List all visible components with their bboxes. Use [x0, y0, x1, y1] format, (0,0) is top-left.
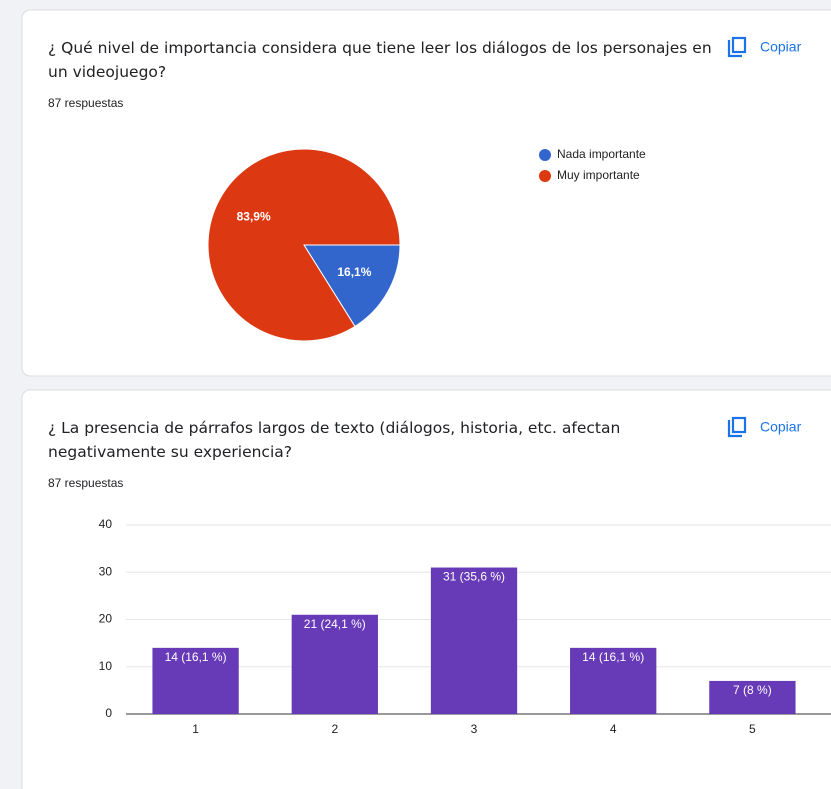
pie-slice: [207, 148, 401, 342]
data-label: 21 (24,1 %): [304, 617, 366, 631]
x-tick-label: 5: [749, 722, 756, 736]
x-tick-label: 1: [192, 722, 199, 736]
bar: [709, 680, 796, 714]
y-tick-label: 10: [99, 659, 113, 673]
data-label: 31 (35,6 %): [443, 570, 505, 584]
data-label: 7 (8 %): [733, 683, 772, 697]
response-count: 87 respuestas: [48, 476, 123, 490]
copy-button[interactable]: Copiar: [727, 416, 802, 438]
response-count: 87 respuestas: [48, 96, 123, 110]
y-tick-label: 20: [99, 612, 113, 626]
y-tick-label: 40: [99, 517, 113, 531]
copy-icon: [727, 40, 742, 58]
question-text: ¿ La presencia de párrafos largos de tex…: [48, 419, 621, 461]
copy-button[interactable]: Copiar: [727, 36, 802, 58]
y-tick-label: 30: [99, 564, 113, 578]
data-label: 16,1%: [337, 265, 371, 279]
bar: [152, 647, 239, 714]
bar: [291, 614, 378, 714]
bar: [570, 647, 657, 714]
copy-icon: [731, 416, 747, 434]
copy-icon: [731, 36, 747, 54]
x-tick-label: 3: [471, 722, 478, 736]
legend-swatch: [539, 170, 551, 182]
copy-label: Copiar: [760, 39, 802, 55]
y-tick-label: 0: [105, 706, 112, 720]
question-text: ¿ Qué nivel de importancia considera que…: [48, 39, 712, 81]
x-tick-label: 2: [331, 722, 338, 736]
copy-label: Copiar: [760, 419, 802, 435]
data-label: 14 (16,1 %): [582, 650, 644, 664]
legend-label: Nada importante: [557, 147, 646, 161]
legend-swatch: [539, 149, 551, 161]
question-title: ¿ Qué nivel de importancia considera que…: [48, 39, 712, 81]
copy-icon: [727, 420, 742, 438]
legend-label: Muy importante: [557, 168, 640, 182]
data-label: 14 (16,1 %): [165, 650, 227, 664]
pie-slice: [303, 244, 401, 328]
x-tick-label: 4: [610, 722, 617, 736]
question-title: ¿ La presencia de párrafos largos de tex…: [48, 419, 621, 461]
bar: [430, 567, 518, 714]
data-label: 83,9%: [237, 209, 271, 223]
